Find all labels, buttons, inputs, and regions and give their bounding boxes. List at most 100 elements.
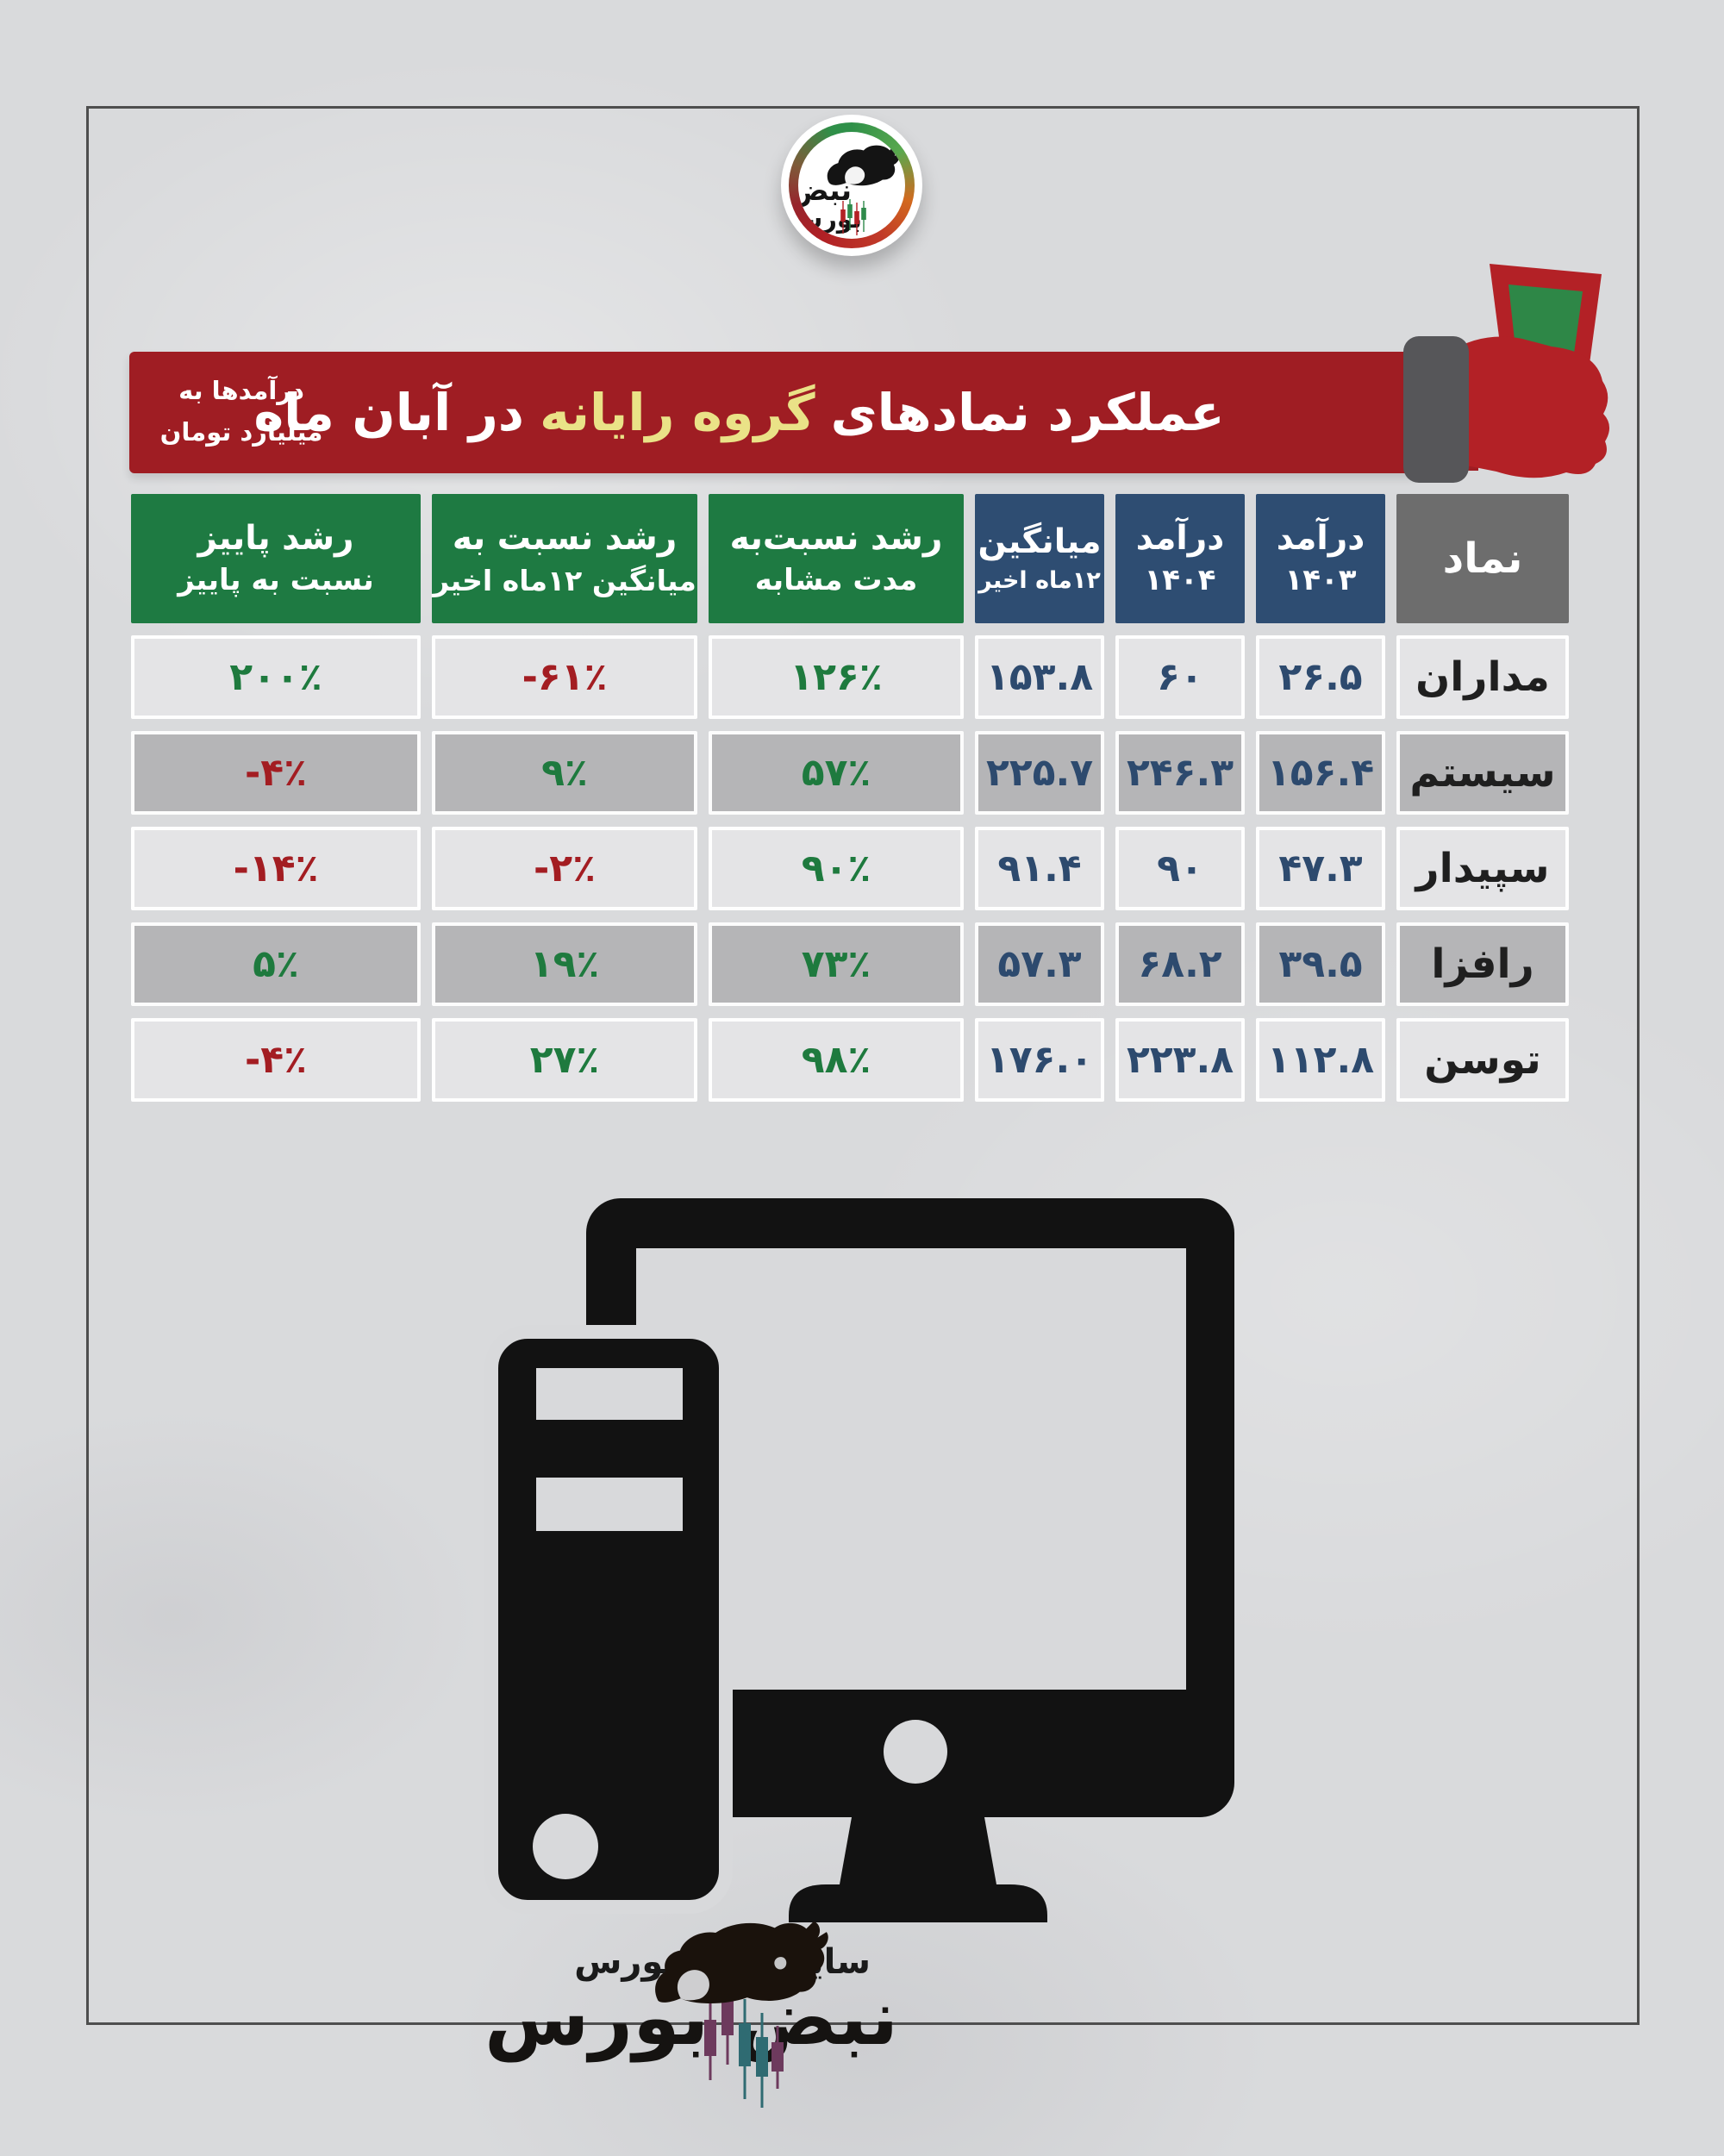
unit-note-line2: میلیارد تومان — [159, 416, 323, 447]
cell-value: ۷۳٪ — [801, 942, 872, 986]
cell-value: ۵٪ — [253, 942, 300, 986]
header-line2: ۱۲ماه اخیر — [978, 567, 1101, 595]
growth-cell: ۵٪ — [131, 922, 421, 1006]
value-cell: ۳۹.۵ — [1256, 922, 1385, 1006]
growth-cell: ۵۷٪ — [709, 731, 964, 815]
cell-value: ۱۷۶.۰ — [985, 1038, 1094, 1082]
table-header-cell: میانگین ۱۲ماه اخیر — [975, 494, 1104, 623]
value-cell: ۶۰ — [1115, 635, 1245, 719]
growth-cell: ۱۹٪ — [432, 922, 697, 1006]
header-line1: رشد نسبت‌به — [729, 518, 943, 558]
table-header-cell: رشد نسبت به میانگین ۱۲ماه اخیر — [432, 494, 697, 623]
table-header-cell: نماد — [1396, 494, 1569, 623]
page-title: عملکرد نمادهای گروه رایانه در آبان ماه — [253, 383, 1225, 442]
cell-value: ۹٪ — [541, 751, 589, 795]
header-line2: میانگین ۱۲ماه اخیر — [433, 564, 696, 598]
symbol-cell: مداران — [1396, 635, 1569, 719]
cell-value: -۴٪ — [245, 1038, 308, 1082]
cell-value: ۹۸٪ — [801, 1038, 872, 1082]
value-cell: ۴۷.۳ — [1256, 827, 1385, 910]
growth-cell: -۴٪ — [131, 1018, 421, 1102]
growth-cell: -۶۱٪ — [432, 635, 697, 719]
growth-cell: ۹۰٪ — [709, 827, 964, 910]
value-cell: ۵۷.۳ — [975, 922, 1104, 1006]
growth-cell: -۴٪ — [131, 731, 421, 815]
cell-value: ۶۰ — [1157, 655, 1204, 699]
desktop-computer-icon — [484, 1198, 1234, 1922]
growth-cell: ۷۳٪ — [709, 922, 964, 1006]
growth-cell: ۱۲۶٪ — [709, 635, 964, 719]
footer-brand: سایت نبض بورس نبض بورس — [484, 1918, 1129, 2108]
header-line1: میانگین — [978, 522, 1102, 562]
symbol-cell: سپیدار — [1396, 827, 1569, 910]
header-line1: درآمد — [1135, 518, 1225, 558]
cell-value: -۲٪ — [534, 847, 597, 891]
performance-table: نماد درآمد ۱۴۰۳ درآمد ۱۴۰۴ میانگین ۱۲ماه اخیر ر… — [131, 494, 1569, 1102]
candlestick-chart-icon — [840, 199, 866, 235]
value-cell: ۱۱۲.۸ — [1256, 1018, 1385, 1102]
table-header-cell: درآمد ۱۴۰۴ — [1115, 494, 1245, 623]
header-line2: نسبت به پاییز — [178, 563, 374, 598]
brand-badge-inner: نبض بورس — [798, 132, 905, 239]
symbol-cell: توسن — [1396, 1018, 1569, 1102]
cell-value: ۹۱.۴ — [997, 847, 1082, 891]
header-line2: ۱۴۰۴ — [1144, 563, 1216, 598]
value-cell: ۹۱.۴ — [975, 827, 1104, 910]
cell-value: ۱۵۳.۸ — [985, 655, 1094, 699]
value-cell: ۱۵۳.۸ — [975, 635, 1104, 719]
header-line1: رشد پاییز — [197, 518, 354, 558]
symbol-cell: رافزا — [1396, 922, 1569, 1006]
cell-value: ۵۷.۳ — [997, 942, 1082, 986]
cell-value: ۲۷٪ — [529, 1038, 601, 1082]
growth-cell: -۱۴٪ — [131, 827, 421, 910]
cell-value: ۵۷٪ — [801, 751, 872, 795]
value-cell: ۹۰ — [1115, 827, 1245, 910]
brand-badge-gradient-ring: نبض بورس — [789, 122, 915, 248]
growth-cell: ۲۷٪ — [432, 1018, 697, 1102]
value-cell: ۶۸.۲ — [1115, 922, 1245, 1006]
cell-value: -۱۴٪ — [233, 847, 320, 891]
header-line1: رشد نسبت به — [452, 519, 678, 559]
cell-value: ۲۲۳.۸ — [1126, 1038, 1234, 1082]
growth-cell: -۲٪ — [432, 827, 697, 910]
cell-value: ۴۷.۳ — [1278, 847, 1363, 891]
value-cell: ۱۷۶.۰ — [975, 1018, 1104, 1102]
fist-holding-money-icon — [1396, 264, 1610, 483]
cell-value: ۲۲۵.۷ — [985, 751, 1094, 795]
cell-value: ۹۰٪ — [801, 847, 872, 891]
bull-bear-logo-icon — [827, 145, 900, 186]
table-header-cell: درآمد ۱۴۰۳ — [1256, 494, 1385, 623]
header-line1: نماد — [1442, 534, 1523, 583]
value-cell: ۲۴۶.۳ — [1115, 731, 1245, 815]
header-line1: درآمد — [1276, 518, 1365, 558]
cell-value: -۶۱٪ — [522, 655, 609, 699]
bull-silhouette-icon — [655, 1921, 828, 2003]
header-line2: مدت مشابه — [754, 563, 918, 598]
cell-value: ۲۶.۵ — [1278, 655, 1363, 699]
table-header-cell: رشد پاییز نسبت به پاییز — [131, 494, 421, 623]
table-header-cell: رشد نسبت‌به مدت مشابه — [709, 494, 964, 623]
cell-value: ۲۴۶.۳ — [1126, 751, 1234, 795]
cell-value: ۱۲۶٪ — [790, 655, 883, 699]
cell-value: ۲۰۰٪ — [229, 655, 322, 699]
unit-note-line1: درآمدها به — [178, 376, 304, 405]
growth-cell: ۲۰۰٪ — [131, 635, 421, 719]
cell-value: ۳۹.۵ — [1278, 942, 1363, 986]
growth-cell: ۹۸٪ — [709, 1018, 964, 1102]
growth-cell: ۹٪ — [432, 731, 697, 815]
cell-value: -۴٪ — [245, 751, 308, 795]
value-cell: ۱۵۶.۴ — [1256, 731, 1385, 815]
symbol-cell: سیستم — [1396, 731, 1569, 815]
cell-value: ۱۵۶.۴ — [1266, 751, 1375, 795]
cell-value: ۹۰ — [1157, 847, 1204, 891]
cell-value: ۱۹٪ — [529, 942, 601, 986]
header-line2: ۱۴۰۳ — [1284, 563, 1357, 598]
value-cell: ۲۶.۵ — [1256, 635, 1385, 719]
cell-value: ۱۱۲.۸ — [1266, 1038, 1375, 1082]
cell-value: ۶۸.۲ — [1138, 942, 1222, 986]
inner-frame-border — [86, 106, 1640, 2025]
value-cell: ۲۲۳.۸ — [1115, 1018, 1245, 1102]
value-cell: ۲۲۵.۷ — [975, 731, 1104, 815]
title-banner: درآمدها به میلیارد تومان عملکرد نمادهای … — [129, 352, 1418, 473]
